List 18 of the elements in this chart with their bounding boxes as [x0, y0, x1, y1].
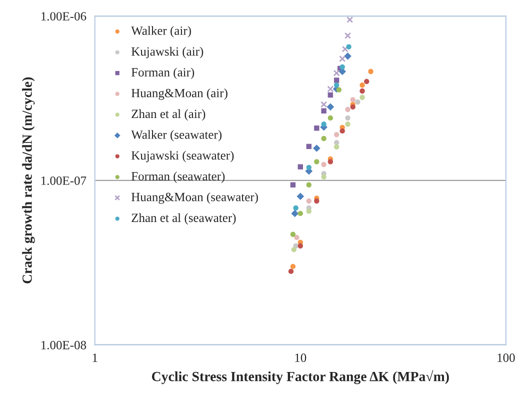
legend-label: Zhan et al (seawater): [132, 213, 236, 225]
x-axis-title: Cyclic Stress Intensity Factor Range ΔK (MPa√m): [152, 370, 449, 384]
x-tick-label: 1: [92, 354, 98, 362]
legend-label: Forman (air): [131, 68, 194, 80]
y-tick-label: 1.00E-08: [41, 340, 86, 350]
legend-label: Zhan et al (air): [132, 109, 206, 121]
x-tick-label: 10: [295, 354, 306, 362]
legend-label: Kujawski (seawater): [131, 150, 234, 162]
y-tick-label: 1.00E-07: [41, 176, 86, 185]
legend-label: Huang&Moan (air): [131, 88, 228, 100]
y-tick-label: 1.00E-06: [41, 12, 86, 21]
legend-label: Huang&Moan (seawater): [131, 192, 258, 204]
legend-label: Walker (air): [131, 26, 191, 38]
legend-label: Kujawski (air): [131, 46, 204, 58]
legend-label: Walker (seawater): [131, 130, 222, 142]
legend-label: Forman (seawater): [131, 172, 225, 183]
x-tick-label: 100: [498, 354, 515, 362]
y-axis-title: Crack growth rate da/dN (m/cycle): [22, 77, 35, 284]
